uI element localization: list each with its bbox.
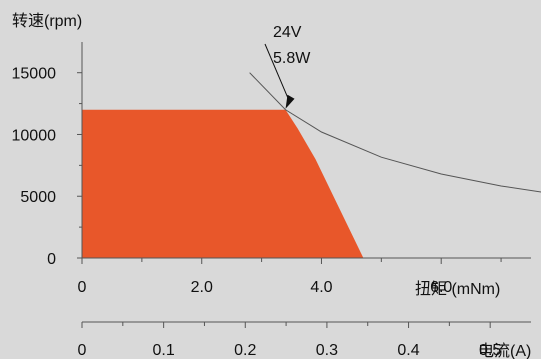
y-tick-label: 10000 [12,127,57,144]
x-tick-label: 4.0 [310,279,332,296]
annotation-voltage: 24V [273,24,302,41]
x-axis-title: 扭矩 (mNm) [415,280,500,298]
x2-tick-label: 0.1 [153,342,175,359]
x2-tick-label: 0.4 [397,342,419,359]
tick-labels-layer: 0 5000 10000 15000 0 2.0 4.0 6.0 0 0.1 0.2 0.3 0.4 0.… [12,66,502,359]
power-curve-layer [249,72,541,193]
axes-layer [77,42,531,328]
annotation-layer: 24V 5.8W [264,24,311,109]
y-tick-label: 0 [47,251,56,268]
x2-tick-label: 0 [78,342,87,359]
operating-region-layer [82,109,364,258]
annotation-arrowhead [285,94,295,109]
operating-region [82,109,364,258]
annotation-power: 5.8W [273,50,311,67]
y-tick-label: 15000 [12,66,57,83]
x2-tick-label: 0.2 [234,342,256,359]
x-tick-label: 0 [78,279,87,296]
y-tick-label: 5000 [20,189,56,206]
annotation-leader [264,43,291,102]
x-tick-label: 6.0 [430,279,452,296]
x2-tick-label: 0.3 [316,342,338,359]
x2-axis-title: 电流(A) [478,342,531,359]
x2-tick-label: 0.5 [479,342,501,359]
x-tick-label: 2.0 [191,279,213,296]
power-curve [249,72,541,193]
y-axis-title: 转速(rpm) [12,12,82,30]
